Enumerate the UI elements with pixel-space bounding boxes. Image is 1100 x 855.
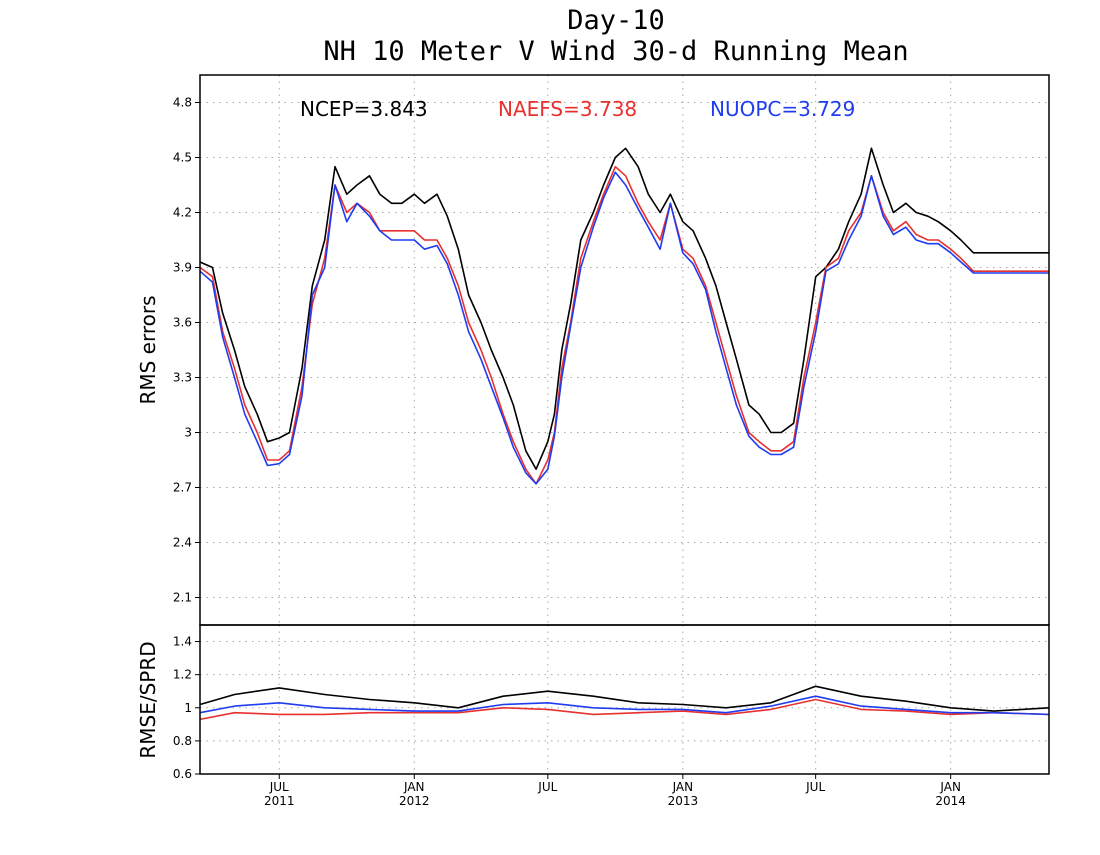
top-y-tick-label-4: 3.3 [173, 371, 192, 385]
bottom-y-axis-title: RMSE/SPRD [136, 641, 160, 758]
x-tick-month-1: JAN [403, 780, 425, 794]
top-y-tick-label-0: 2.1 [173, 591, 192, 605]
top-y-tick-label-7: 4.2 [173, 206, 192, 220]
bottom-grid [200, 625, 1049, 774]
top-series-line-1 [199, 165, 1049, 485]
bottom-series-line-2 [199, 695, 1050, 716]
x-tick-month-2: JUL [537, 780, 557, 794]
top-grid [200, 75, 1049, 625]
bottom-y-ticks: 0.6 0.8 1 1.2 1.4 [173, 635, 200, 781]
top-y-tick-label-6: 3.9 [173, 261, 192, 275]
x-tick-month-0: JUL [269, 780, 289, 794]
bottom-y-tick-label-3: 1.2 [173, 668, 192, 682]
stat-label-nuopc: NUOPC=3.729 [710, 97, 855, 121]
top-series-line-0 [199, 147, 1049, 471]
x-tick-year-1: 2012 [399, 794, 430, 808]
top-y-tick-label-3: 3 [184, 426, 192, 440]
bottom-y-tick-label-4: 1.4 [173, 635, 192, 649]
bottom-series-line-1 [199, 698, 1050, 721]
top-y-tick-label-1: 2.4 [173, 536, 192, 550]
bottom-y-tick-label-1: 0.8 [173, 734, 192, 748]
x-tick-year-0: 2011 [264, 794, 295, 808]
top-y-axis-title: RMS errors [136, 295, 160, 404]
top-y-tick-label-9: 4.8 [173, 96, 192, 110]
bottom-series [199, 685, 1050, 721]
top-y-tick-label-2: 2.7 [173, 481, 192, 495]
x-tick-month-5: JAN [939, 780, 961, 794]
bottom-y-tick-label-0: 0.6 [173, 767, 192, 781]
chart-subtitle: NH 10 Meter V Wind 30-d Running Mean [323, 36, 908, 67]
bottom-series-line-0 [199, 685, 1050, 712]
x-tick-year-5: 2014 [935, 794, 966, 808]
x-tick-month-4: JUL [805, 780, 825, 794]
top-y-tick-label-5: 3.6 [173, 316, 192, 330]
stat-label-ncep: NCEP=3.843 [300, 97, 428, 121]
top-series [199, 147, 1049, 485]
x-tick-year-3: 2013 [668, 794, 699, 808]
top-series-line-2 [199, 171, 1049, 485]
bottom-plot-frame [199, 624, 1050, 775]
x-tick-month-3: JAN [672, 780, 694, 794]
bottom-y-tick-label-2: 1 [184, 701, 192, 715]
top-y-tick-label-8: 4.5 [173, 151, 192, 165]
stat-label-naefs: NAEFS=3.738 [498, 97, 637, 121]
chart-title: Day-10 [567, 5, 665, 36]
top-y-ticks: 2.1 2.4 2.7 3 3.3 3.6 3.9 4.2 4.5 4.8 [173, 96, 200, 605]
